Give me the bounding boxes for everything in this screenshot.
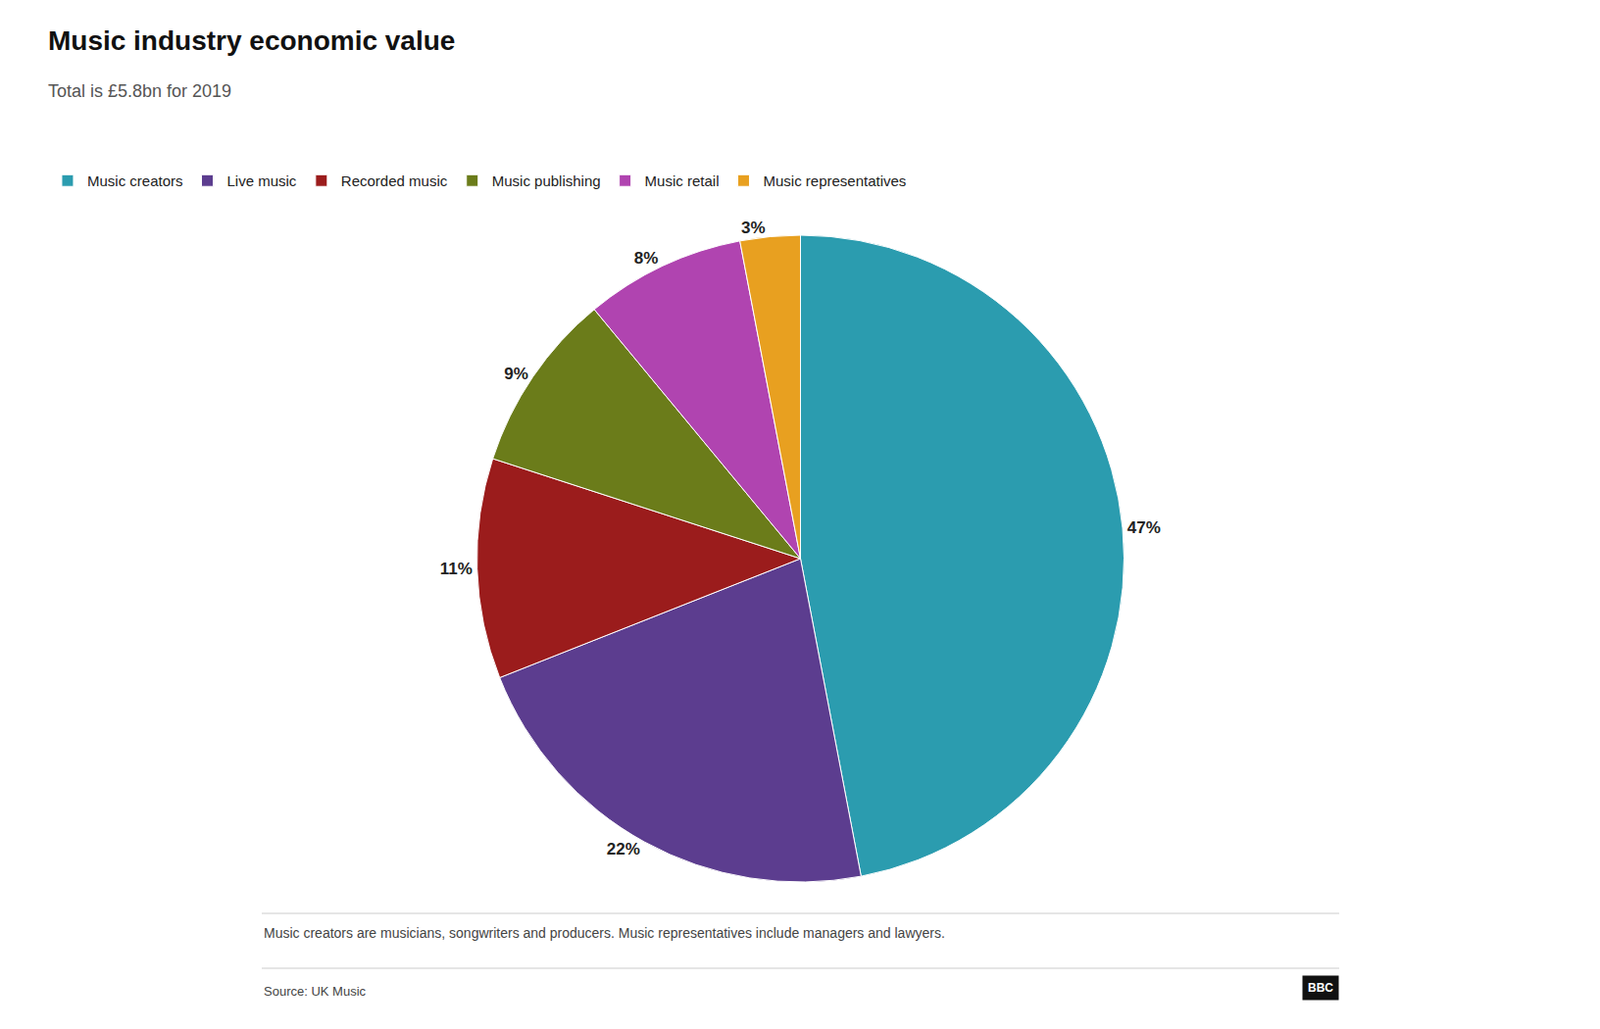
svg-text:3%: 3% — [741, 218, 766, 238]
svg-text:Recorded music: Recorded music — [341, 172, 449, 190]
svg-text:Total is £5.8bn for 2019: Total is £5.8bn for 2019 — [48, 81, 232, 101]
svg-text:Music creators are musicians,: Music creators are musicians, songwriter… — [263, 925, 946, 942]
svg-text:Source: UK Music: Source: UK Music — [263, 984, 367, 1000]
svg-text:Music creators: Music creators — [87, 172, 184, 190]
svg-text:Music industry economic value: Music industry economic value — [48, 25, 455, 56]
svg-text:22%: 22% — [606, 840, 641, 859]
svg-text:Music representatives: Music representatives — [762, 172, 906, 190]
svg-text:Music retail: Music retail — [645, 172, 720, 190]
svg-text:9%: 9% — [503, 364, 529, 384]
svg-text:BBC: BBC — [1307, 981, 1334, 996]
svg-text:8%: 8% — [634, 249, 659, 268]
svg-text:47%: 47% — [1127, 518, 1161, 538]
svg-text:Music publishing: Music publishing — [492, 172, 601, 190]
svg-text:Live music: Live music — [226, 172, 297, 190]
svg-text:11%: 11% — [440, 559, 473, 579]
